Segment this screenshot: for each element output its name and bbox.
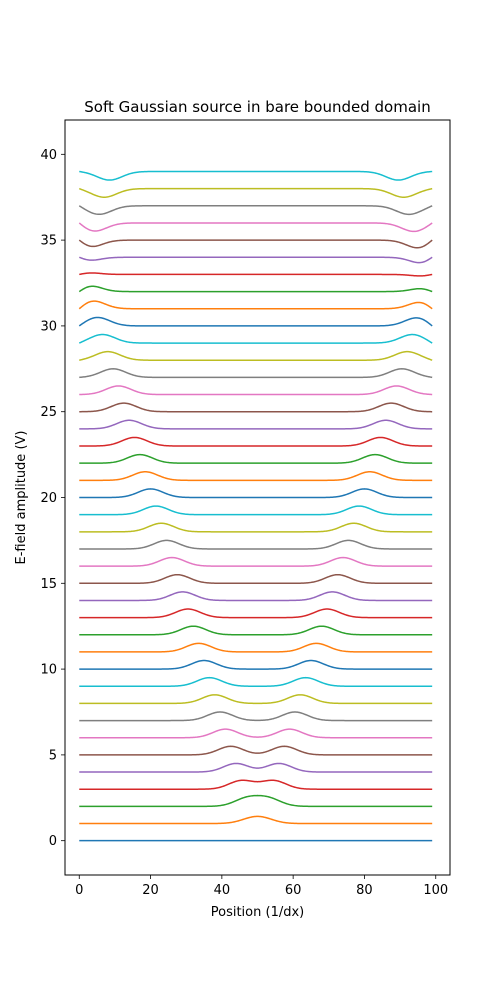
series-line-1	[79, 815, 433, 825]
x-tick-label: 100	[423, 883, 448, 898]
x-tick-label: 0	[75, 883, 83, 898]
series-line-27	[79, 368, 433, 379]
series-line-28	[79, 350, 433, 361]
series-line-6	[79, 728, 433, 739]
chart-title: Soft Gaussian source in bare bounded dom…	[84, 98, 430, 116]
x-tick-label: 20	[142, 883, 159, 898]
series-line-22	[79, 453, 433, 464]
series-line-34	[78, 256, 433, 264]
series-line-18	[79, 522, 433, 533]
series-line-5	[79, 745, 433, 756]
series-line-30	[78, 316, 433, 327]
y-tick-label: 35	[40, 234, 57, 249]
y-axis-ticks: 0 5 10 15 20 25 30 35 40	[40, 148, 65, 849]
series-line-10	[79, 659, 433, 670]
series-line-21	[79, 471, 433, 482]
series-line-3	[79, 779, 433, 790]
series-line-15	[79, 573, 433, 585]
series-line-35	[78, 239, 433, 249]
series-line-20	[79, 488, 433, 499]
series-line-8	[79, 694, 433, 705]
y-tick-label: 0	[49, 834, 57, 849]
y-tick-label: 30	[40, 319, 57, 334]
series-line-26	[79, 385, 433, 396]
series-line-36	[78, 222, 433, 233]
series-line-25	[79, 402, 433, 413]
x-tick-label: 60	[285, 883, 302, 898]
y-tick-label: 10	[40, 663, 57, 678]
y-tick-label: 5	[49, 748, 57, 763]
series-line-17	[79, 539, 433, 550]
series-line-2	[79, 794, 433, 808]
series-line-14	[79, 591, 433, 602]
series-line-9	[79, 676, 433, 687]
series-line-13	[79, 608, 433, 619]
y-tick-label: 40	[40, 148, 57, 163]
x-axis-ticks: 0 20 40 60 80 100	[75, 875, 448, 898]
series-line-33	[79, 272, 433, 277]
y-tick-label: 15	[40, 577, 57, 592]
x-axis-label: Position (1/dx)	[211, 905, 305, 920]
series-line-39	[79, 170, 433, 181]
series-line-37	[78, 205, 433, 216]
y-tick-label: 20	[40, 491, 57, 506]
series-line-11	[79, 642, 433, 653]
series-line-4	[79, 762, 433, 773]
series-line-24	[79, 419, 433, 430]
y-axis-label: E-field amplitude (V)	[14, 431, 29, 565]
series-line-29	[78, 333, 433, 344]
x-tick-label: 80	[356, 883, 373, 898]
series-line-38	[78, 187, 433, 198]
x-tick-label: 40	[214, 883, 231, 898]
series-layer	[78, 170, 433, 842]
series-line-32	[78, 285, 433, 293]
series-line-19	[79, 505, 433, 516]
series-line-7	[79, 711, 433, 722]
series-line-31	[78, 300, 433, 310]
series-line-16	[79, 556, 433, 567]
series-line-23	[79, 436, 433, 447]
series-line-12	[79, 625, 433, 636]
y-tick-label: 25	[40, 405, 57, 420]
